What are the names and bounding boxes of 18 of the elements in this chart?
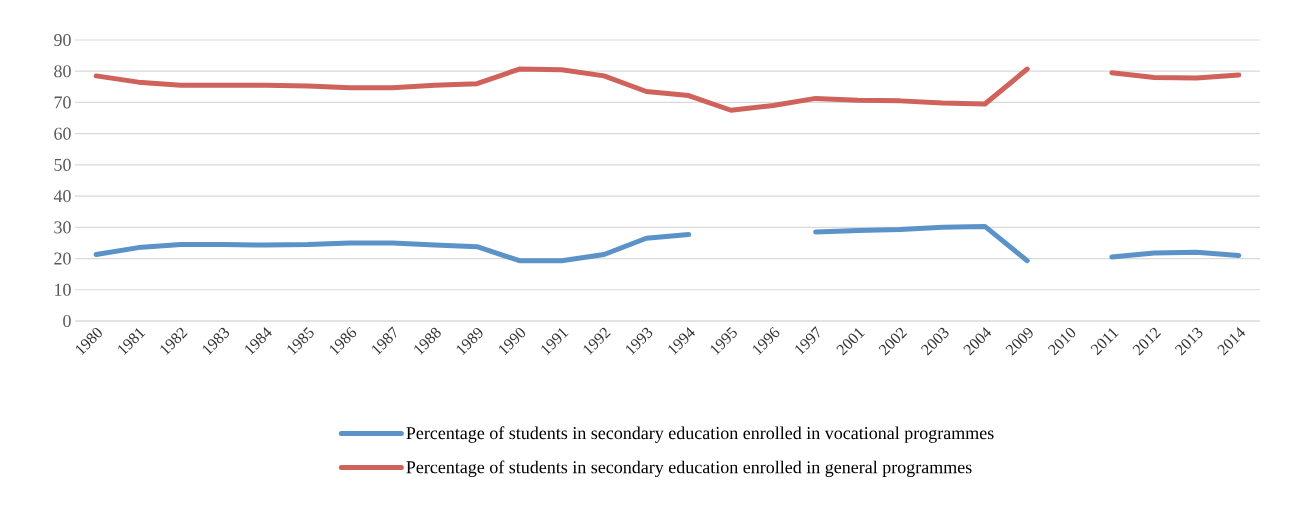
legend-label: Percentage of students in secondary education enrolled in vocational programmes xyxy=(406,426,994,443)
y-tick-label: 0 xyxy=(63,314,71,328)
y-tick-label: 10 xyxy=(55,283,71,296)
y-tick-label: 60 xyxy=(54,127,71,140)
legend-label: Percentage of students in secondary education enrolled in general programmes xyxy=(406,460,972,478)
y-tick-label: 30 xyxy=(54,221,71,234)
y-tick-label: 50 xyxy=(54,158,71,171)
y-tick-label: 40 xyxy=(53,190,71,203)
y-tick-label: 20 xyxy=(54,252,71,265)
x-tick-label: 1991 xyxy=(541,328,569,356)
x-tick-label: 1980 xyxy=(75,327,102,356)
y-tick-label: 70 xyxy=(54,96,71,109)
y-tick-label: 90 xyxy=(54,33,71,47)
x-tick-label: 1990 xyxy=(499,327,526,356)
x-tick-label: 2011 xyxy=(1090,328,1119,356)
x-tick-label: 1989 xyxy=(456,327,483,356)
x-tick-label: 1981 xyxy=(118,328,146,356)
y-tick-label: 80 xyxy=(54,65,71,78)
